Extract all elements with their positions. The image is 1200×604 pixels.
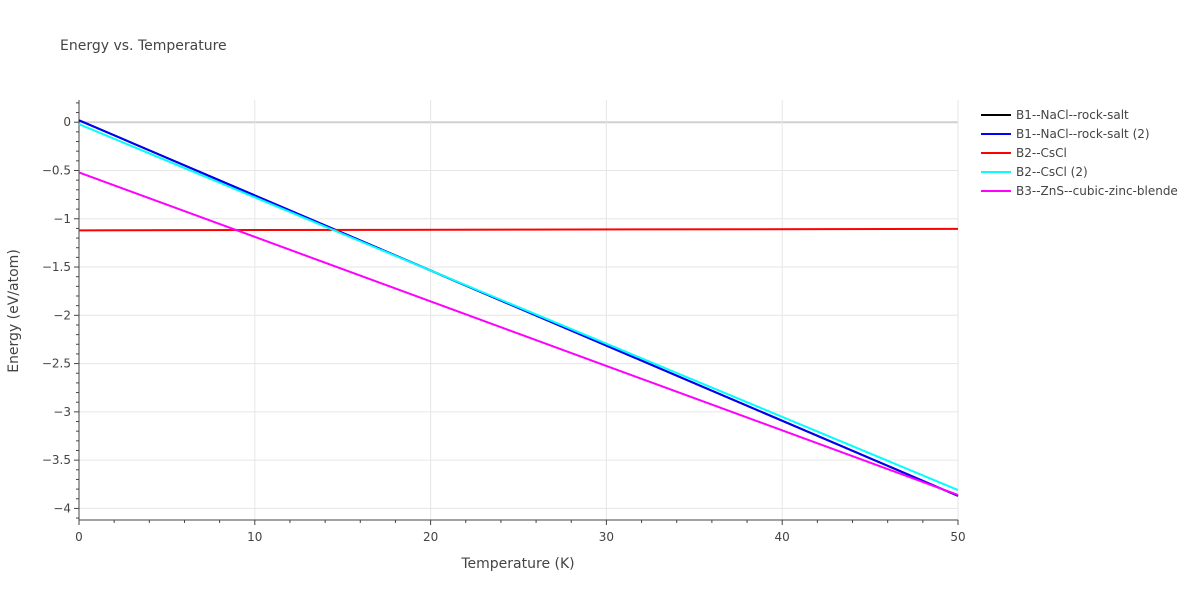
series-line-3: [78, 227, 959, 232]
y-axis-title: Energy (eV/atom): [6, 249, 22, 373]
series-line-4: [78, 123, 959, 491]
x-tick-label: 10: [247, 530, 262, 544]
legend-label: B2--CsCl: [1016, 146, 1067, 160]
legend-label: B3--ZnS--cubic-zinc-blende: [1016, 184, 1178, 198]
y-tick-label: −4: [53, 501, 71, 515]
y-tick-label: −1.5: [42, 260, 71, 274]
tick-labels: 0 10 20 30 40 50 0 −0.5 −1 −1.5 −2 −2.5 −3 −3.5 −4: [42, 115, 966, 544]
legend-label: B2--CsCl (2): [1016, 165, 1088, 179]
x-tick-label: 30: [599, 530, 614, 544]
grid-layer: [78, 100, 959, 521]
legend-label: B1--NaCl--rock-salt (2): [1016, 127, 1150, 141]
x-tick-label: 50: [950, 530, 965, 544]
minor-ticks: [74, 102, 959, 525]
series-line-5: [78, 171, 959, 496]
series-layer: [78, 119, 959, 497]
x-axis-title: Temperature (K): [460, 556, 574, 572]
x-tick-label: 40: [775, 530, 790, 544]
y-tick-label: −1: [53, 212, 71, 226]
y-tick-label: −2.5: [42, 357, 71, 371]
legend-item-2[interactable]: B1--NaCl--rock-salt (2): [981, 127, 1150, 141]
y-tick-label: −3.5: [42, 453, 71, 467]
y-tick-label: 0: [63, 115, 71, 129]
y-tick-label: −0.5: [42, 163, 71, 177]
chart-title: Energy vs. Temperature: [60, 38, 227, 54]
x-tick-label: 20: [423, 530, 438, 544]
y-tick-label: −2: [53, 308, 71, 322]
legend-item-1[interactable]: B1--NaCl--rock-salt: [981, 108, 1129, 122]
legend-item-4[interactable]: B2--CsCl (2): [981, 165, 1088, 179]
x-tick-label: 0: [75, 530, 83, 544]
legend-label: B1--NaCl--rock-salt: [1016, 108, 1129, 122]
legend[interactable]: B1--NaCl--rock-salt B1--NaCl--rock-salt (…: [981, 108, 1178, 198]
y-tick-label: −3: [53, 405, 71, 419]
legend-item-5[interactable]: B3--ZnS--cubic-zinc-blende: [981, 184, 1178, 198]
legend-item-3[interactable]: B2--CsCl: [981, 146, 1067, 160]
